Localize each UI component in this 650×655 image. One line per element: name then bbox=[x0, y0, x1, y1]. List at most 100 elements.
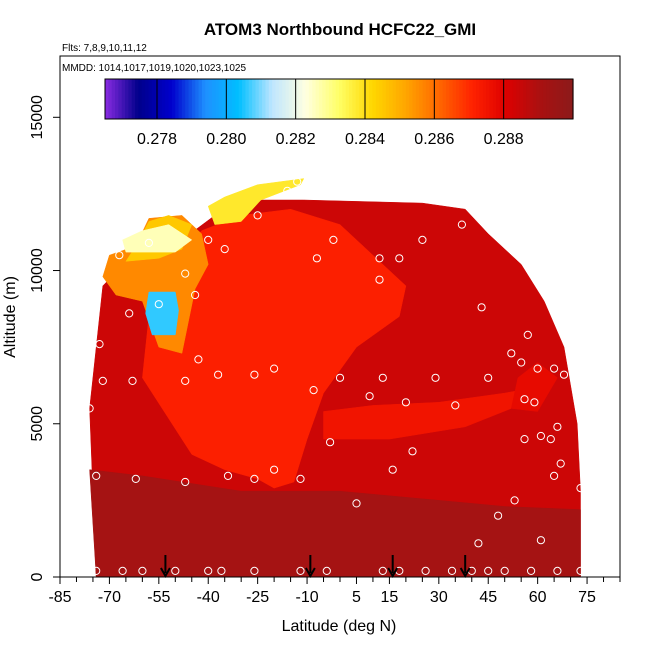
colorbar-swatch bbox=[111, 79, 116, 119]
sample-point bbox=[309, 386, 318, 395]
colorbar-swatch bbox=[355, 79, 360, 119]
sample-point bbox=[536, 536, 546, 545]
colorbar-swatch bbox=[168, 79, 173, 119]
sample-points-layer bbox=[85, 177, 585, 576]
sample-point bbox=[365, 392, 374, 401]
colorbar-swatch bbox=[232, 79, 236, 119]
sample-point bbox=[510, 496, 519, 505]
x-tick-label: 30 bbox=[430, 589, 448, 606]
sample-point bbox=[553, 566, 562, 576]
sample-point bbox=[131, 474, 140, 483]
colorbar-swatch bbox=[516, 79, 521, 119]
colorbar-tick-label: 0.284 bbox=[345, 131, 385, 148]
sample-point bbox=[484, 566, 493, 576]
colorbar-swatch bbox=[265, 79, 270, 119]
colorbar-swatch bbox=[332, 79, 337, 119]
colorbar-tick-label: 0.280 bbox=[206, 131, 246, 148]
sample-point bbox=[250, 370, 259, 379]
colorbar-swatch bbox=[305, 79, 310, 119]
y-tick-label: 10000 bbox=[29, 248, 46, 293]
colorbar-swatch bbox=[195, 79, 200, 119]
sample-point bbox=[250, 474, 259, 483]
colorbar-swatch bbox=[382, 79, 387, 119]
colorbar-swatch bbox=[419, 79, 424, 119]
colorbar-swatch bbox=[389, 79, 394, 119]
x-tick-label: 45 bbox=[479, 589, 497, 606]
sample-point bbox=[559, 370, 569, 379]
x-tick-label: -25 bbox=[246, 589, 269, 606]
x-tick-label: 60 bbox=[529, 589, 547, 606]
colorbar-swatch bbox=[345, 79, 350, 119]
colorbar-swatch bbox=[165, 79, 170, 119]
colorbar-swatch bbox=[372, 79, 377, 119]
colorbar-swatch bbox=[235, 79, 240, 119]
colorbar-swatch bbox=[222, 79, 226, 119]
colorbar-swatch bbox=[439, 79, 444, 119]
sample-point bbox=[533, 364, 542, 373]
sample-point bbox=[421, 566, 430, 576]
sample-point bbox=[181, 477, 190, 487]
colorbar-swatch bbox=[171, 79, 176, 119]
colorbar-swatch bbox=[566, 79, 571, 119]
colorbar-frame bbox=[104, 78, 574, 120]
sample-point bbox=[181, 269, 190, 278]
sample-point bbox=[395, 254, 404, 263]
colorbar-swatch bbox=[392, 79, 397, 119]
colorbar-swatch bbox=[285, 79, 290, 119]
colorbar-swatch bbox=[569, 79, 574, 119]
colorbar-swatch bbox=[298, 79, 303, 119]
colorbar-swatch bbox=[242, 79, 246, 119]
colorbar-swatch bbox=[208, 79, 213, 119]
colorbar-swatch bbox=[308, 79, 313, 119]
sample-point bbox=[401, 398, 410, 407]
sample-point bbox=[418, 235, 427, 244]
colorbar-tick-label: 0.288 bbox=[484, 131, 524, 148]
sample-point bbox=[250, 566, 259, 576]
colorbar-swatch bbox=[412, 79, 417, 119]
colorbar-swatch bbox=[496, 79, 501, 119]
sample-point bbox=[217, 566, 226, 576]
x-tick-label: -55 bbox=[147, 589, 170, 606]
colorbar-swatch bbox=[205, 79, 210, 119]
colorbar-swatch bbox=[486, 79, 491, 119]
chart-title: ATOM3 Northbound HCFC22_GMI bbox=[204, 20, 476, 39]
colorbar-swatch bbox=[425, 79, 430, 119]
colorbar-swatch bbox=[522, 79, 527, 119]
sample-point bbox=[204, 566, 213, 576]
flight-markers-layer bbox=[160, 555, 471, 579]
sample-point bbox=[553, 422, 562, 431]
sample-point bbox=[322, 566, 331, 576]
sample-point bbox=[115, 251, 124, 260]
colorbar-swatch bbox=[131, 79, 136, 119]
colorbar-swatch bbox=[492, 79, 497, 119]
sample-point bbox=[523, 330, 532, 339]
colorbar-swatch bbox=[141, 79, 146, 119]
colorbar-swatch bbox=[395, 79, 400, 119]
sample-point bbox=[375, 254, 384, 263]
y-tick-label: 0 bbox=[29, 572, 46, 581]
sample-point bbox=[550, 364, 559, 373]
sample-point bbox=[447, 566, 457, 576]
sample-point bbox=[194, 355, 203, 364]
colorbar-swatch bbox=[449, 79, 454, 119]
colorbar-swatch bbox=[519, 79, 524, 119]
sample-point bbox=[500, 566, 509, 576]
sample-point bbox=[431, 373, 440, 382]
sample-point bbox=[375, 275, 384, 284]
colorbar-swatch bbox=[215, 79, 220, 119]
sample-point bbox=[191, 290, 200, 300]
colorbar-swatch bbox=[275, 79, 280, 119]
sample-point bbox=[457, 220, 466, 229]
heatmap-region-blue-pocket bbox=[145, 291, 179, 336]
colorbar-swatch bbox=[562, 79, 567, 119]
colorbar-swatch bbox=[526, 79, 531, 119]
sample-point bbox=[530, 398, 539, 407]
heatmap-region-south-top-lightblue bbox=[122, 224, 193, 253]
colorbar-swatch bbox=[415, 79, 420, 119]
colorbar-swatch bbox=[349, 79, 353, 119]
colorbar-swatch bbox=[509, 79, 514, 119]
sample-point bbox=[312, 254, 321, 263]
sample-point bbox=[204, 235, 213, 244]
colorbar-swatch bbox=[552, 79, 557, 119]
sample-point bbox=[181, 376, 190, 385]
